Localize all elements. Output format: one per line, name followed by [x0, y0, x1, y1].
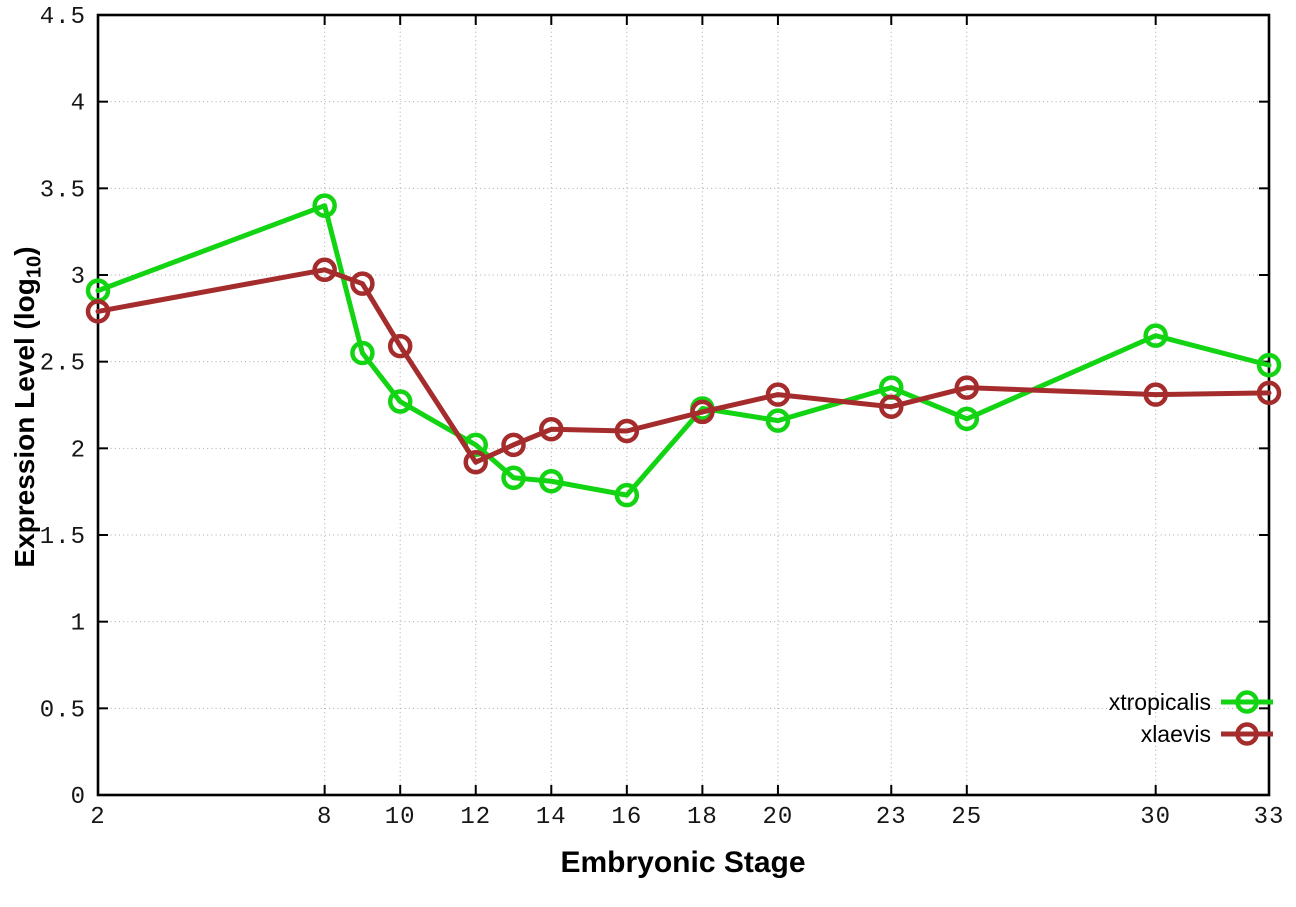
y-tick-label: 1.5 [40, 524, 86, 551]
x-tick-label: 10 [385, 804, 416, 831]
y-axis-title-close: ) [9, 246, 40, 256]
legend-sample-icon [1221, 722, 1273, 746]
xlaevis-marker [1256, 380, 1282, 406]
y-tick-label: 0.5 [40, 697, 86, 724]
y-axis-title: Expression Level (log10) [9, 207, 47, 607]
y-axis-title-subscript: 10 [23, 255, 46, 279]
legend-item-0: xtropicalis [1109, 686, 1274, 718]
y-tick-label: 3 [71, 264, 86, 291]
y-tick-label: 4 [71, 91, 86, 118]
xlaevis-marker [954, 375, 980, 400]
xtropicalis-marker [387, 389, 413, 414]
xtropicalis-marker [1143, 323, 1168, 348]
x-axis-title: Embryonic Stage [560, 846, 806, 879]
xtropicalis-line [95, 203, 1272, 498]
xtropicalis-marker [539, 469, 564, 494]
xtropicalis-marker [954, 406, 980, 432]
xtropicalis-marker [765, 408, 791, 433]
x-tick-label: 33 [1254, 804, 1285, 831]
x-tick-label: 18 [687, 804, 718, 831]
y-tick-label: 0 [71, 784, 86, 811]
legend-label: xtropicalis [1108, 688, 1211, 715]
xlaevis-marker [312, 257, 337, 283]
xlaevis-marker [539, 417, 564, 442]
xlaevis-marker [463, 449, 488, 475]
xlaevis-marker [614, 418, 640, 444]
y-axis-title-text: Expression Level (log [9, 278, 40, 568]
y-tick-label: 2 [71, 437, 86, 464]
plot-border [96, 13, 1271, 797]
xtropicalis-marker [350, 340, 375, 366]
x-tick-label: 8 [317, 804, 332, 831]
xlaevis-marker [879, 394, 904, 419]
xlaevis-marker [350, 271, 375, 296]
x-tick-label: 12 [460, 804, 491, 831]
x-tick-label: 16 [611, 804, 642, 831]
xtropicalis-marker [614, 482, 640, 508]
y-tick-label: 4.5 [40, 4, 86, 31]
xlaevis-marker [765, 382, 791, 407]
xlaevis-marker [85, 299, 111, 324]
x-tick-label: 23 [876, 804, 907, 831]
x-tick-label: 30 [1140, 804, 1171, 831]
xlaevis-marker [1143, 382, 1168, 407]
x-tick-label: 14 [536, 804, 567, 831]
xlaevis-marker [501, 432, 526, 458]
xtropicalis-marker [1256, 352, 1282, 378]
legend: xtropicalis xlaevis [1109, 686, 1274, 750]
y-tick-label: 1 [71, 611, 86, 638]
y-tick-label: 2.5 [40, 351, 86, 378]
x-tick-label: 2 [90, 804, 105, 831]
y-tick-label: 3.5 [40, 177, 86, 204]
legend-item-1: xlaevis [1141, 718, 1274, 750]
legend-label: xlaevis [1140, 720, 1211, 747]
xlaevis-marker [690, 399, 715, 425]
xtropicalis-marker [501, 465, 526, 491]
xtropicalis-marker [312, 193, 337, 218]
xlaevis-marker [387, 333, 413, 359]
x-tick-label: 20 [763, 804, 794, 831]
x-tick-label: 25 [951, 804, 982, 831]
legend-sample-icon [1221, 690, 1273, 714]
